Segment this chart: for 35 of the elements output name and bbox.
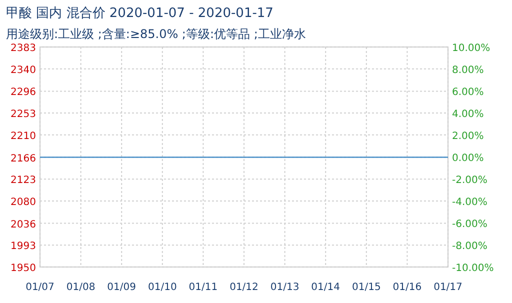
xtick: 01/17: [434, 282, 462, 293]
y2tick: -4.00%: [452, 197, 488, 208]
xtick: 01/11: [188, 282, 218, 293]
ytick: 1950: [10, 263, 36, 274]
y2tick: -8.00%: [452, 241, 488, 252]
title: 甲酸 国内 混合价 2020-01-07 - 2020-01-17: [6, 6, 274, 21]
y2tick: 0.00%: [452, 153, 484, 164]
ytick: 2210: [10, 130, 36, 142]
xtick: 01/09: [107, 282, 136, 293]
subtitle: 用途级别:工业级 ;含量:≥85.0% ;等级:优等品 ;工业净水: [6, 27, 306, 41]
ytick: 2166: [10, 153, 36, 164]
y2tick: -2.00%: [452, 175, 488, 186]
xtick: 01/16: [392, 282, 422, 293]
xtick: 01/13: [270, 282, 300, 293]
ytick: 2340: [10, 64, 36, 76]
y2tick: -6.00%: [452, 219, 488, 230]
y2tick: 2.00%: [452, 131, 484, 142]
ytick: 2296: [10, 87, 36, 98]
ytick: 2253: [10, 109, 36, 120]
xtick: 01/08: [66, 282, 96, 293]
y2tick: -10.00%: [452, 263, 494, 274]
xtick: 01/15: [352, 282, 381, 293]
xtick: 01/12: [230, 282, 258, 293]
ytick: 2123: [10, 175, 36, 186]
ytick: 2080: [10, 196, 36, 208]
y2tick: 6.00%: [452, 87, 484, 98]
xtick: 01/14: [311, 282, 340, 293]
ytick: 2036: [10, 219, 36, 230]
y2tick: 4.00%: [452, 109, 484, 120]
xtick: 01/10: [148, 282, 177, 293]
xtick: 01/07: [26, 282, 54, 293]
ytick: 1993: [10, 241, 36, 252]
y2tick: 10.00%: [452, 43, 490, 54]
ytick: 2383: [10, 43, 36, 54]
y2tick: 8.00%: [452, 65, 484, 76]
